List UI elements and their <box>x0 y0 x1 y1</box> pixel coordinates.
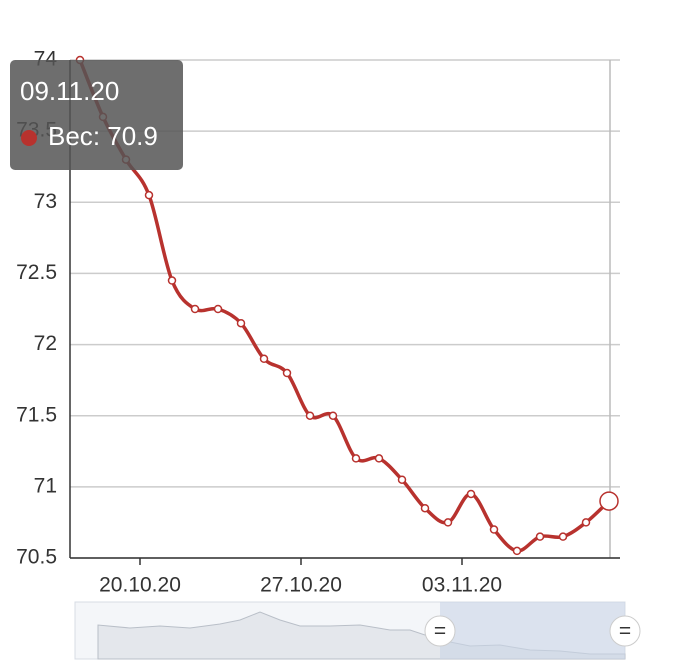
y-tick-label: 72 <box>34 332 57 355</box>
point <box>397 475 407 484</box>
x-tick-label: 27.10.20 <box>260 574 342 597</box>
point <box>374 454 384 463</box>
series-name: Вес <box>48 121 93 151</box>
series-value: 70.9 <box>107 121 158 151</box>
y-tick-label: 71.5 <box>16 403 57 426</box>
point <box>236 318 246 328</box>
point <box>489 525 499 534</box>
tooltip-date: 09.11.20 <box>20 76 119 106</box>
y-tick-label: 73 <box>34 190 57 213</box>
point <box>535 532 545 541</box>
data-zoom: = = <box>74 601 641 660</box>
y-tick-label: 72.5 <box>16 261 57 284</box>
x-tick-label: 20.10.20 <box>99 574 181 597</box>
handle-icon: = <box>434 620 446 643</box>
tooltip-box <box>10 60 183 170</box>
point <box>305 411 315 420</box>
point <box>213 304 223 314</box>
point <box>599 491 619 511</box>
y-tick-label: 71 <box>34 474 57 497</box>
x-tick-label: 03.11.20 <box>422 574 502 597</box>
tooltip-value: Вес: 70.9 <box>48 121 158 151</box>
point <box>259 354 269 364</box>
point <box>512 546 522 556</box>
point <box>282 368 292 378</box>
point <box>351 454 361 463</box>
handle-icon: = <box>619 620 631 643</box>
zoom-handle[interactable] <box>609 615 641 647</box>
tooltip: 09.11.20 Вес: 70.9 <box>10 60 183 170</box>
point <box>167 276 177 285</box>
zoom-handle[interactable] <box>424 615 456 647</box>
point <box>558 532 568 541</box>
point <box>581 518 591 527</box>
y-tick-label: 70.5 <box>16 546 57 569</box>
point <box>144 190 154 200</box>
separator: : <box>93 121 107 151</box>
zoom-selection[interactable] <box>440 602 625 659</box>
point <box>420 503 430 513</box>
tooltip-marker <box>21 130 37 146</box>
point <box>466 489 476 499</box>
point <box>443 518 453 527</box>
point <box>190 304 200 314</box>
point <box>328 411 338 420</box>
